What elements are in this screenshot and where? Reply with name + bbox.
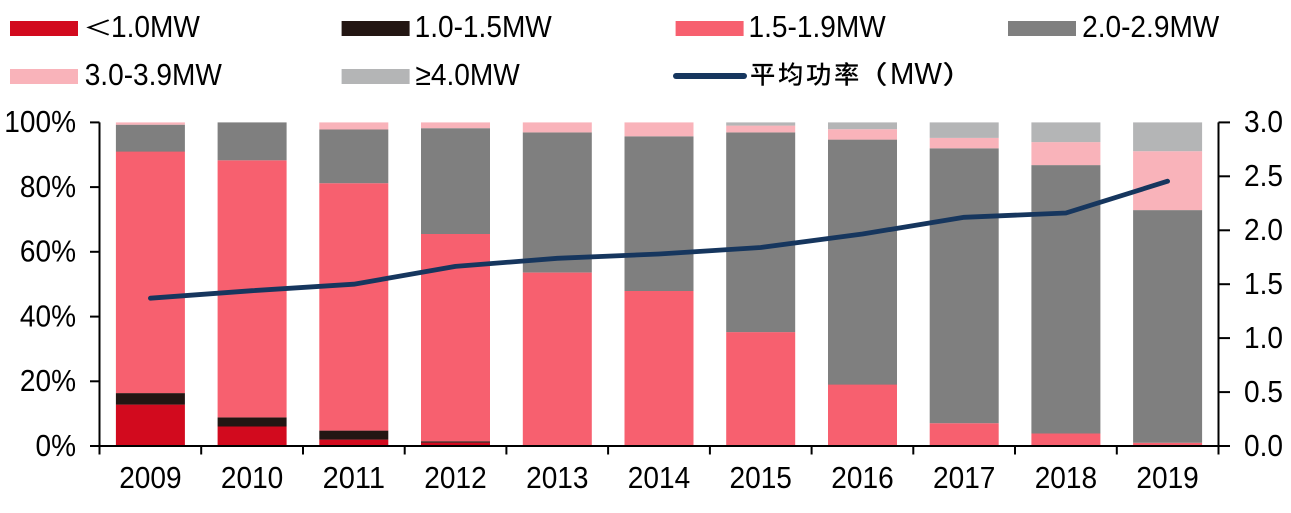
svg-text:0.0: 0.0	[1244, 429, 1283, 463]
svg-text:2.5: 2.5	[1244, 159, 1283, 193]
svg-text:2.0: 2.0	[1244, 213, 1283, 247]
svg-text:2017: 2017	[933, 461, 995, 495]
svg-text:2010: 2010	[221, 461, 283, 495]
svg-text:≥4.0MW: ≥4.0MW	[416, 58, 520, 92]
svg-text:2013: 2013	[526, 461, 588, 495]
svg-text:3.0: 3.0	[1244, 105, 1283, 139]
svg-text:0%: 0%	[36, 429, 77, 463]
svg-text:2015: 2015	[730, 461, 792, 495]
svg-text:2018: 2018	[1035, 461, 1097, 495]
svg-text:2011: 2011	[323, 461, 385, 495]
svg-text:40%: 40%	[20, 299, 76, 333]
svg-text:1.0-1.5MW: 1.0-1.5MW	[415, 10, 552, 44]
svg-text:0.5: 0.5	[1244, 375, 1283, 409]
svg-text:100%: 100%	[4, 105, 76, 139]
svg-text:1.0MW: 1.0MW	[111, 10, 200, 44]
svg-text:1.5: 1.5	[1244, 267, 1283, 301]
svg-text:2016: 2016	[831, 461, 893, 495]
svg-text:MW: MW	[890, 57, 942, 91]
svg-text:1.5-1.9MW: 1.5-1.9MW	[749, 10, 886, 44]
svg-text:60%: 60%	[20, 235, 76, 269]
svg-text:2014: 2014	[628, 461, 690, 495]
svg-text:2019: 2019	[1136, 461, 1198, 495]
svg-text:20%: 20%	[20, 364, 76, 398]
svg-text:1.0: 1.0	[1244, 321, 1283, 355]
svg-text:80%: 80%	[20, 170, 76, 204]
svg-text:2009: 2009	[119, 461, 181, 495]
svg-text:2012: 2012	[424, 461, 486, 495]
svg-text:3.0-3.9MW: 3.0-3.9MW	[85, 58, 222, 92]
svg-text:2.0-2.9MW: 2.0-2.9MW	[1082, 10, 1219, 44]
